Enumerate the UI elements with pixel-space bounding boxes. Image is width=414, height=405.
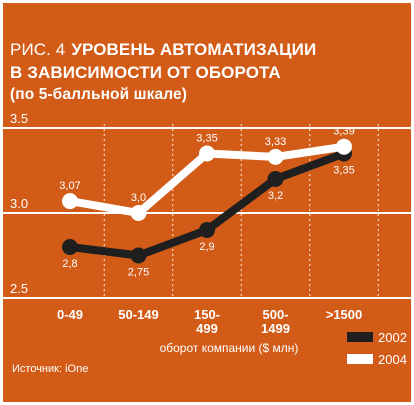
chart-title-line-2: В ЗАВИСИМОСТИ ОТ ОБОРОТА [10,63,281,82]
x-tick-label: 50-149 [118,307,158,322]
data-label-2004: 3,33 [265,136,286,148]
data-label-layer: 2,8 2,75 2,9 3,2 3,35 3,07 3,0 3,35 3,33 3,39 [59,126,354,279]
data-label-2002: 3,2 [268,190,283,202]
chart-title-line-1: РИС. 4 УРОВЕНЬ АВТОМАТИЗАЦИИ [10,40,316,60]
data-point-2004 [267,148,284,165]
data-label-2002: 2,9 [199,241,214,253]
data-label-2004: 3,07 [59,180,80,192]
x-tick-label: 150-499 [194,307,220,336]
data-point-2004 [130,205,147,221]
data-label-2002: 2,75 [128,267,149,279]
y-tick-label: 3.0 [10,196,28,211]
data-point-2004 [336,138,352,155]
x-axis-title: оборот компании ($ млн) [160,341,299,355]
legend: 2002 2004 [347,330,407,367]
data-label-2004: 3,35 [196,133,217,145]
series-layer [62,138,352,264]
x-axis-category-labels: 0-49 50-149 150-499 500-1499 >1500 [57,307,362,336]
x-tick-label: 500-1499 [261,307,290,336]
x-tick-label: 0-49 [57,307,83,322]
chart-subtitle: (по 5-балльной шкале) [10,86,187,103]
legend-label-2002: 2002 [378,330,407,345]
y-tick-label: 2.5 [10,281,28,296]
source-note: Источник: iOne [12,363,88,375]
data-point-2004 [199,145,215,162]
data-label-2002: 3,35 [333,165,354,177]
figure-label: РИС. 4 [10,40,66,59]
data-point-2002 [62,239,78,255]
legend-swatch-2002 [347,332,373,342]
data-point-2004 [62,193,78,210]
data-point-2002 [199,222,215,238]
y-tick-label: 3.5 [10,111,28,126]
y-axis-tick-labels: 2.5 3.0 3.5 [10,111,28,296]
data-label-2004: 3,39 [333,126,354,138]
legend-swatch-2004 [347,354,373,364]
x-tick-label: >1500 [326,307,363,322]
data-point-2002 [267,171,284,187]
data-label-2002: 2,8 [62,258,77,270]
data-point-2002 [130,247,147,264]
legend-label-2004: 2004 [378,352,407,367]
chart-title-text-1: УРОВЕНЬ АВТОМАТИЗАЦИИ [71,40,317,59]
data-label-2004: 3,0 [131,192,146,204]
